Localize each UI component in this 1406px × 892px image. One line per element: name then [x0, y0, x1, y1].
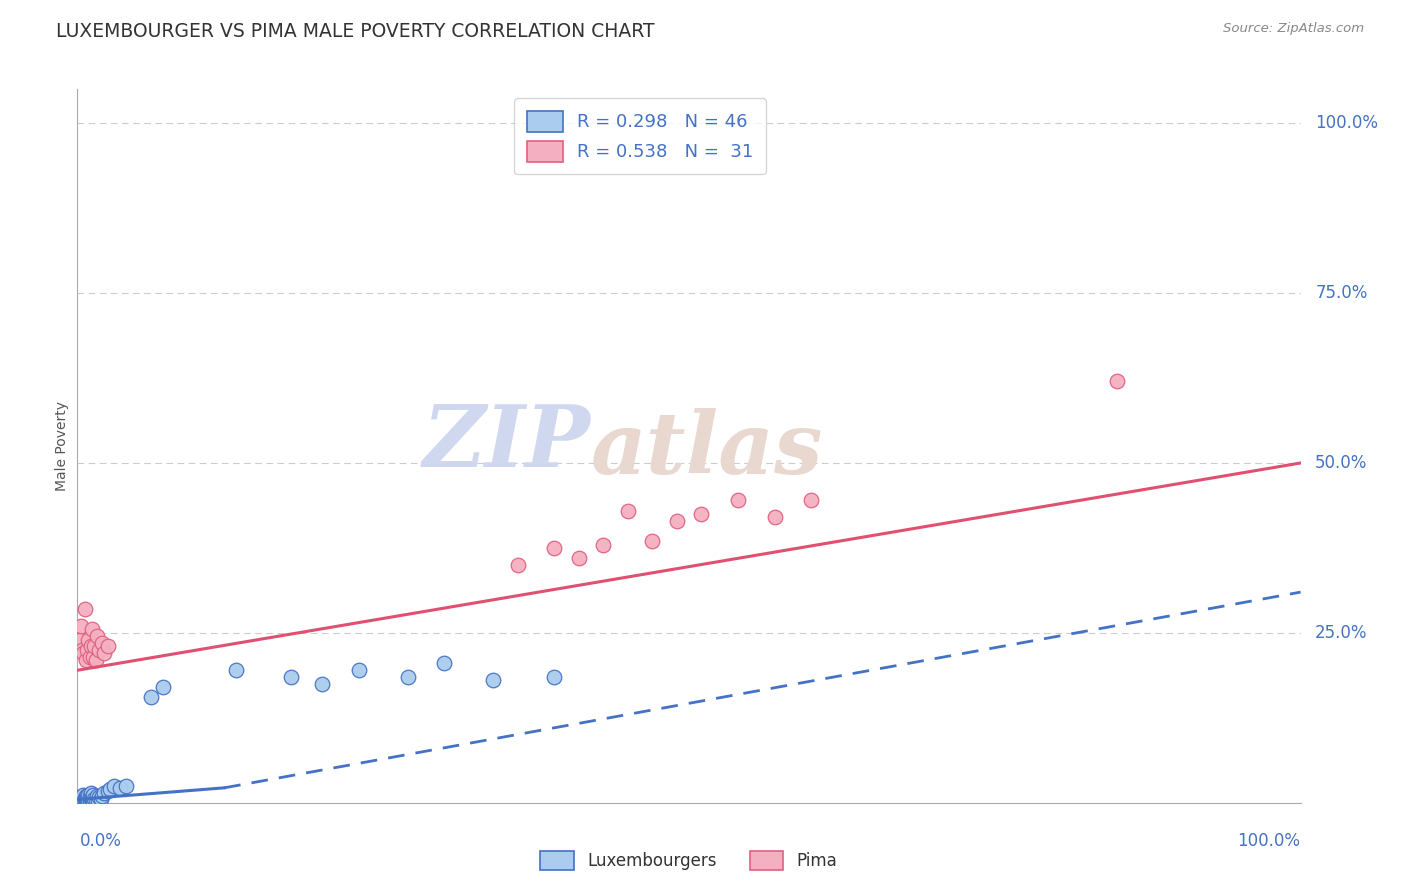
Point [86, 789, 108, 803]
Point [97, 783, 120, 797]
Legend: Luxembourgers, Pima: Luxembourgers, Pima [534, 844, 844, 877]
Point [97, 640, 120, 654]
Y-axis label: Male Poverty: Male Poverty [55, 401, 69, 491]
Point [70, 619, 93, 633]
Point [77, 788, 100, 802]
Point [568, 551, 591, 566]
Text: 50.0%: 50.0% [1315, 454, 1368, 472]
Text: 100.0%: 100.0% [1315, 114, 1378, 132]
Text: 0.0%: 0.0% [80, 832, 122, 850]
Text: 25.0%: 25.0% [1315, 624, 1368, 642]
Point [76, 790, 98, 805]
Point [90, 792, 112, 806]
Point [82, 788, 104, 802]
Point [280, 670, 302, 684]
Point [763, 510, 786, 524]
Point [72, 788, 94, 802]
Point [93, 786, 115, 800]
Point [72, 646, 94, 660]
Point [75, 789, 97, 803]
Point [93, 646, 115, 660]
Point [690, 507, 713, 521]
Point [73, 791, 96, 805]
Point [73, 794, 96, 808]
Point [139, 690, 162, 705]
Point [543, 541, 565, 555]
Point [70, 790, 93, 805]
Point [79, 794, 101, 808]
Point [115, 779, 138, 793]
Point [80, 793, 103, 807]
Text: LUXEMBOURGER VS PIMA MALE POVERTY CORRELATION CHART: LUXEMBOURGER VS PIMA MALE POVERTY CORREL… [56, 22, 655, 41]
Point [70, 794, 93, 808]
Point [800, 493, 823, 508]
Point [506, 558, 529, 572]
Point [225, 663, 247, 677]
Point [83, 640, 105, 654]
Point [347, 663, 370, 677]
Point [82, 649, 104, 664]
Text: 100.0%: 100.0% [1237, 832, 1301, 850]
Point [433, 657, 456, 671]
Point [103, 779, 125, 793]
Text: ZIP: ZIP [423, 401, 591, 484]
Point [84, 793, 107, 807]
Point [79, 789, 101, 803]
Point [90, 636, 112, 650]
Point [396, 670, 419, 684]
Point [73, 602, 96, 616]
Point [79, 649, 101, 664]
Point [69, 632, 91, 647]
Point [70, 643, 93, 657]
Point [75, 792, 97, 806]
Point [86, 629, 108, 643]
Point [98, 782, 121, 797]
Point [76, 794, 98, 808]
Point [75, 653, 97, 667]
Point [543, 670, 565, 684]
Point [80, 790, 103, 805]
Point [77, 793, 100, 807]
Point [665, 514, 688, 528]
Point [76, 643, 98, 657]
Point [80, 786, 103, 800]
Point [1107, 375, 1129, 389]
Point [617, 503, 640, 517]
Text: Source: ZipAtlas.com: Source: ZipAtlas.com [1223, 22, 1364, 36]
Point [83, 791, 105, 805]
Point [89, 643, 111, 657]
Text: 75.0%: 75.0% [1315, 284, 1368, 302]
Point [152, 680, 174, 694]
Point [108, 780, 131, 795]
Point [727, 493, 749, 508]
Point [70, 794, 93, 808]
Point [69, 792, 91, 806]
Text: atlas: atlas [591, 408, 824, 491]
Point [80, 640, 103, 654]
Point [90, 789, 112, 803]
Point [89, 790, 111, 805]
Point [77, 632, 100, 647]
Point [87, 794, 110, 808]
Point [84, 653, 107, 667]
Point [82, 794, 104, 808]
Point [72, 793, 94, 807]
Point [482, 673, 505, 688]
Point [80, 792, 103, 806]
Point [592, 537, 614, 551]
Point [641, 534, 664, 549]
Point [311, 677, 333, 691]
Point [80, 623, 103, 637]
Point [70, 789, 93, 803]
